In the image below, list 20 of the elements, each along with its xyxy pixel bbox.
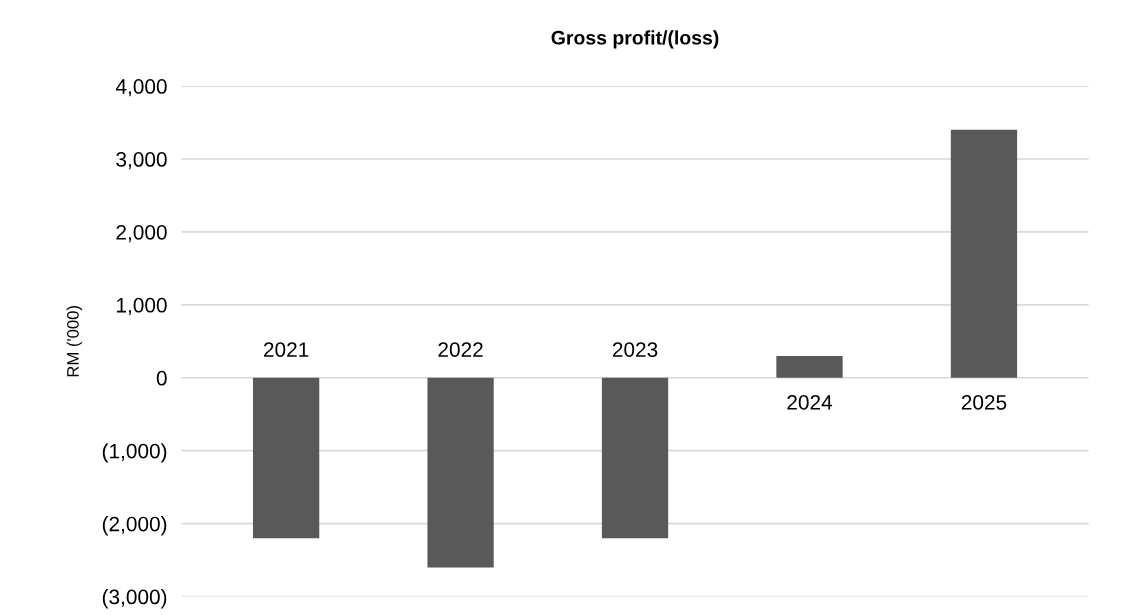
bar xyxy=(776,355,843,378)
x-tick-label: 2021 xyxy=(263,342,309,357)
y-tick-label: 2,000 xyxy=(116,224,167,243)
bar xyxy=(252,377,320,539)
y-axis-title: RM ('000) xyxy=(66,306,83,377)
bar xyxy=(427,377,494,568)
y-tick-label: 1,000 xyxy=(117,297,167,316)
x-tick-label: 2025 xyxy=(961,395,1007,410)
y-tick-label: (3,000) xyxy=(102,589,167,609)
y-tick-label: 0 xyxy=(156,370,167,386)
chart-title: Gross profit/(loss) xyxy=(551,30,719,49)
x-tick-label: 2022 xyxy=(438,342,483,357)
bar xyxy=(950,129,1018,378)
y-tick-label: 3,000 xyxy=(116,152,167,170)
y-tick-label: (2,000) xyxy=(102,516,167,536)
x-tick-label: 2024 xyxy=(787,395,833,410)
y-tick-label: 4,000 xyxy=(115,79,167,97)
x-tick-label: 2023 xyxy=(612,342,658,357)
y-tick-label: (1,000) xyxy=(102,443,167,463)
bar xyxy=(601,377,669,539)
